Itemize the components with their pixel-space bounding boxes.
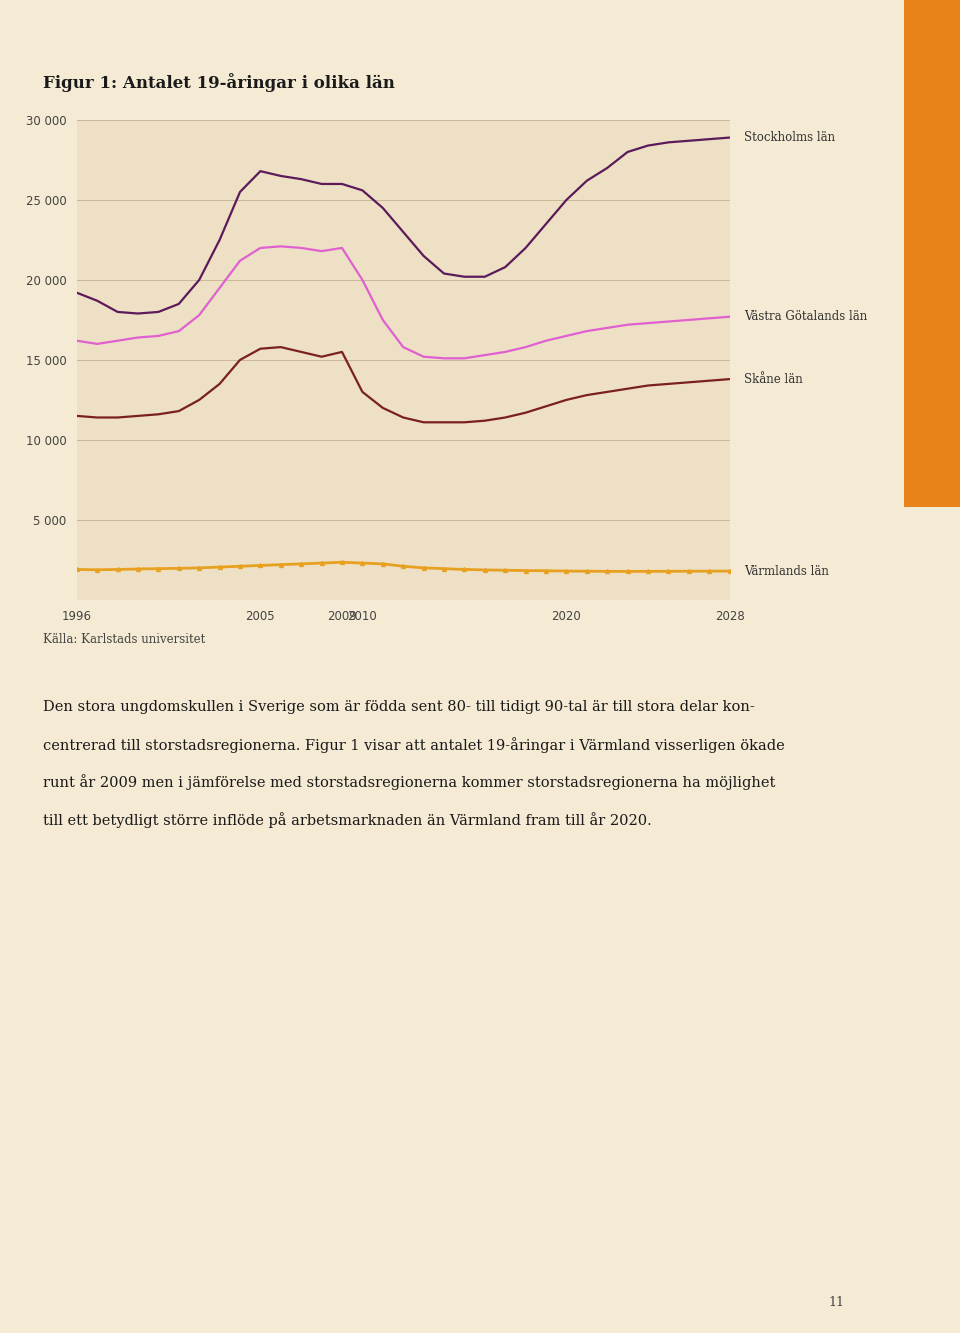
Text: Figur 1: Antalet 19-åringar i olika län: Figur 1: Antalet 19-åringar i olika län <box>43 73 396 92</box>
Text: Den stora ungdomskullen i Sverige som är födda sent 80- till tidigt 90-tal är ti: Den stora ungdomskullen i Sverige som är… <box>43 700 755 714</box>
Text: Skåne län: Skåne län <box>744 373 803 385</box>
Text: runt år 2009 men i jämförelse med storstadsregionerna kommer storstadsregionerna: runt år 2009 men i jämförelse med storst… <box>43 774 776 790</box>
Text: Källa: Karlstads universitet: Källa: Karlstads universitet <box>43 633 205 647</box>
Text: Västra Götalands län: Västra Götalands län <box>744 311 867 323</box>
Text: centrerad till storstadsregionerna. Figur 1 visar att antalet 19-åringar i Värml: centrerad till storstadsregionerna. Figu… <box>43 737 785 753</box>
Text: Värmlands län: Värmlands län <box>744 565 828 577</box>
Text: 11: 11 <box>828 1296 845 1309</box>
Text: Stockholms län: Stockholms län <box>744 131 835 144</box>
Text: till ett betydligt större inflöde på arbetsmarknaden än Värmland fram till år 20: till ett betydligt större inflöde på arb… <box>43 812 652 828</box>
